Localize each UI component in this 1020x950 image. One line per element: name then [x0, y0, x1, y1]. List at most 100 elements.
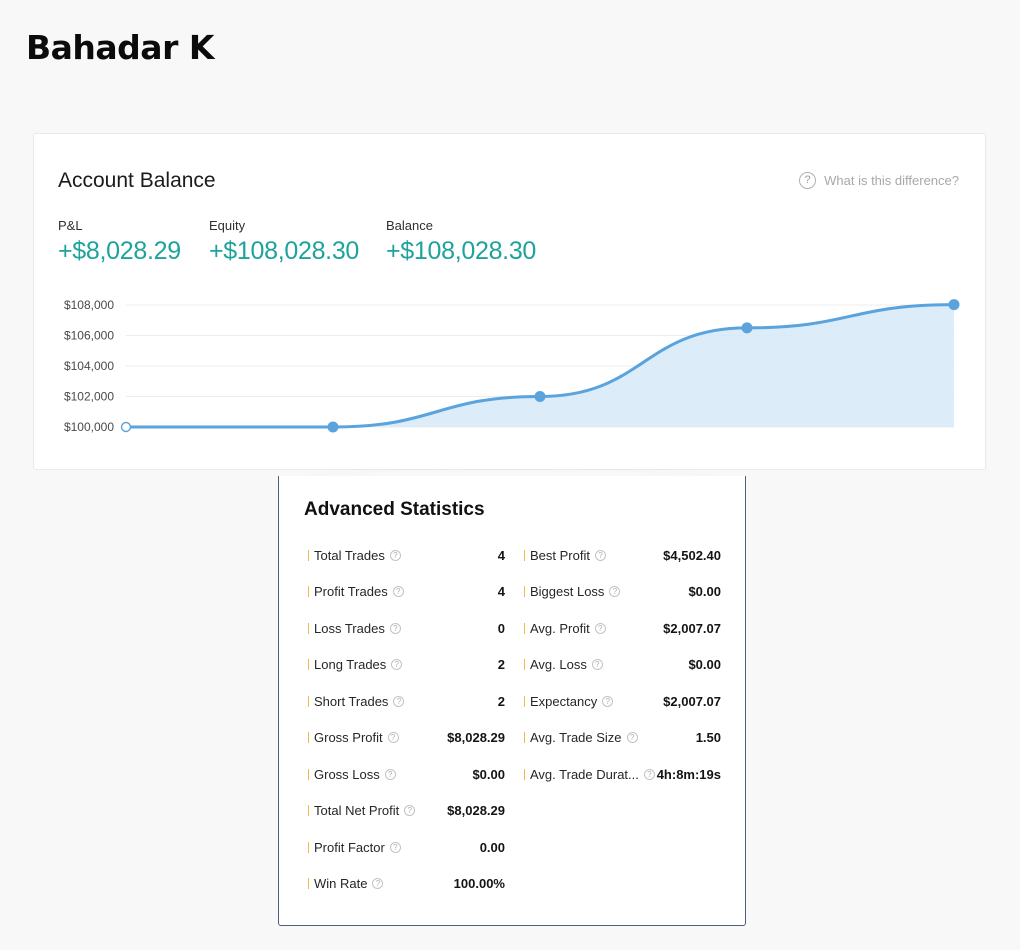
stat-value: $4,502.40 [663, 547, 721, 563]
stat-label: Expectancy [530, 693, 598, 709]
info-icon[interactable]: ? [594, 549, 606, 561]
balance-value: +$108,028.30 [386, 237, 537, 265]
stat-label: Win Rate [314, 876, 368, 891]
equity-value: +$108,028.30 [209, 237, 360, 265]
stat-accent-bar [524, 695, 525, 707]
stat-label: Long Trades [314, 657, 387, 672]
stat-accent-bar [308, 805, 309, 816]
stat-label: Best Profit [530, 547, 590, 563]
info-icon[interactable]: ? [391, 659, 403, 670]
info-icon[interactable]: ? [609, 586, 621, 597]
stat-accent-bar [308, 549, 309, 561]
stat-value: $0.00 [472, 766, 505, 782]
balance-area [126, 304, 954, 427]
stat-row-win-rate: Win Rate? 100.00% [308, 874, 505, 894]
question-circle-icon: ? [799, 172, 817, 189]
stat-value: 4 [497, 547, 505, 563]
stat-label: Avg. Loss [530, 657, 587, 672]
stat-value: 4 [497, 584, 505, 599]
stat-row-profit-trades: Profit Trades? 4 [308, 582, 505, 602]
stat-row-best-profit: Best Profit? $4,502.40 [524, 545, 721, 565]
stat-value: 4h:8m:19s [656, 766, 721, 782]
stat-row-loss-trades: Loss Trades? 0 [308, 618, 505, 638]
stat-row-total-trades: Total Trades? 4 [308, 545, 505, 565]
account-balance-card: Account Balance ? What is this differenc… [33, 133, 986, 470]
stat-value: 2 [497, 657, 505, 672]
stat-accent-bar [308, 622, 309, 634]
stat-accent-bar [308, 586, 309, 597]
pnl-value: +$8,028.29 [58, 237, 181, 265]
stat-value: 2 [497, 693, 505, 709]
stat-row-total-net-profit: Total Net Profit? $8,028.29 [308, 801, 505, 821]
balance-chart: $108,000 $106,000 $104,000 $102,000 $100,000 [64, 298, 960, 434]
y-tick-label: $104,000 [64, 359, 114, 373]
stat-row-long-trades: Long Trades? 2 [308, 655, 505, 675]
info-icon[interactable]: ? [372, 878, 384, 889]
y-tick-label: $102,000 [64, 390, 114, 404]
difference-help-text: What is this difference? [824, 173, 959, 188]
y-tick-label: $108,000 [64, 298, 114, 312]
data-point [948, 299, 960, 311]
stat-row-short-trades: Short Trades? 2 [308, 691, 505, 711]
equity-label: Equity [209, 218, 246, 233]
info-icon[interactable]: ? [389, 549, 401, 561]
user-name: Bahadar K [26, 28, 214, 67]
pnl-metric: P&L +$8,028.29 [58, 218, 181, 266]
stat-label: Biggest Loss [530, 584, 605, 599]
stat-row-avg-trade-size: Avg. Trade Size? 1.50 [524, 728, 721, 748]
pnl-label: P&L [58, 218, 83, 233]
stat-value: 100.00% [453, 876, 505, 891]
stat-accent-bar [524, 622, 525, 634]
stat-accent-bar [308, 878, 309, 889]
info-icon[interactable]: ? [602, 695, 614, 707]
stat-label: Total Trades [314, 547, 385, 563]
stat-accent-bar [524, 732, 525, 743]
info-icon[interactable]: ? [591, 659, 603, 670]
stat-accent-bar [524, 586, 525, 597]
info-icon[interactable]: ? [392, 586, 404, 597]
stat-row-biggest-loss: Biggest Loss? $0.00 [524, 582, 721, 602]
balance-label: Balance [386, 218, 433, 233]
difference-help-link[interactable]: ? What is this difference? [799, 172, 959, 189]
stat-label: Profit Trades [314, 584, 388, 599]
stat-label: Profit Factor [314, 839, 385, 855]
info-icon[interactable]: ? [626, 732, 638, 743]
balance-metric: Balance +$108,028.30 [386, 218, 536, 266]
stat-label: Avg. Trade Size [530, 730, 622, 745]
stat-value: $2,007.07 [663, 620, 721, 636]
equity-metric: Equity +$108,028.30 [209, 218, 359, 266]
stat-row-avg-trade-durat: Avg. Trade Durat...? 4h:8m:19s [524, 764, 721, 784]
data-point [534, 391, 546, 402]
data-point [741, 322, 753, 334]
account-balance-title: Account Balance [58, 169, 216, 192]
stat-accent-bar [308, 732, 309, 743]
advanced-statistics-card: Advanced Statistics Total Trades? 4 Profit… [278, 476, 746, 926]
info-icon[interactable]: ? [389, 841, 401, 853]
stat-row-avg-profit: Avg. Profit? $2,007.07 [524, 618, 721, 638]
stat-row-expectancy: Expectancy? $2,007.07 [524, 691, 721, 711]
info-icon[interactable]: ? [387, 732, 399, 743]
data-point [120, 421, 132, 433]
stat-value: 0 [497, 620, 505, 636]
stat-value: $8,028.29 [447, 803, 505, 818]
info-icon[interactable]: ? [384, 768, 396, 780]
stat-accent-bar [524, 768, 525, 780]
y-tick-label: $106,000 [64, 329, 114, 343]
stat-value: 0.00 [479, 839, 505, 855]
info-icon[interactable]: ? [594, 622, 606, 634]
stat-row-gross-profit: Gross Profit? $8,028.29 [308, 728, 505, 748]
stat-accent-bar [308, 695, 309, 707]
info-icon[interactable]: ? [643, 768, 655, 780]
stat-label: Total Net Profit [314, 803, 400, 818]
data-point [327, 421, 339, 433]
stat-label: Avg. Trade Durat... [530, 766, 639, 782]
stat-value: $0.00 [688, 584, 721, 599]
info-icon[interactable]: ? [404, 805, 416, 816]
info-icon[interactable]: ? [389, 622, 401, 634]
advanced-statistics-title: Advanced Statistics [304, 499, 485, 520]
stat-accent-bar [308, 659, 309, 670]
stat-value: $2,007.07 [663, 693, 721, 709]
y-tick-label: $100,000 [64, 420, 114, 434]
info-icon[interactable]: ? [393, 695, 405, 707]
stat-row-gross-loss: Gross Loss? $0.00 [308, 764, 505, 784]
